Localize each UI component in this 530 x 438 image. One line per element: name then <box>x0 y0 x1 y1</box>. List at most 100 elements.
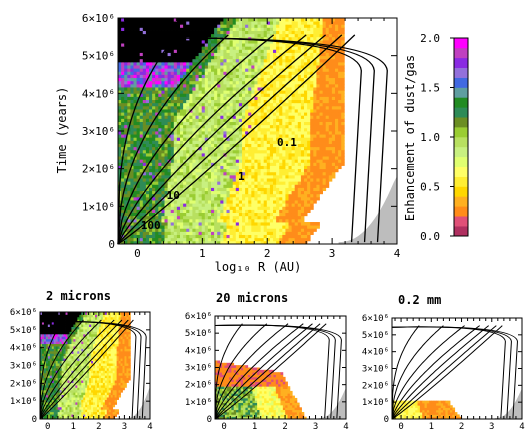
heatmap-cell <box>313 165 317 170</box>
heatmap-cell <box>238 143 243 148</box>
heatmap-cell <box>180 112 184 116</box>
heatmap-cell <box>149 21 153 25</box>
heatmap-cell <box>136 27 141 31</box>
heatmap-cell <box>248 134 252 138</box>
heatmap-cell <box>266 118 271 122</box>
heatmap-cell <box>242 143 246 148</box>
heatmap-cell <box>195 21 199 25</box>
heatmap-cell <box>242 102 246 107</box>
heatmap-cell <box>167 39 172 44</box>
heatmap-cell <box>235 33 240 38</box>
heatmap-cell <box>245 102 249 107</box>
heatmap-cell <box>335 52 339 57</box>
heatmap-cell <box>192 193 196 198</box>
heatmap-cell <box>195 87 199 91</box>
heatmap-cell <box>161 99 165 104</box>
heatmap-cell <box>338 118 342 122</box>
heatmap-cell <box>198 143 203 148</box>
heatmap-cell <box>285 149 289 154</box>
heatmap-cell <box>331 149 336 154</box>
heatmap-cell <box>121 118 125 122</box>
heatmap-cell <box>322 96 327 101</box>
heatmap-cell <box>223 93 227 97</box>
heatmap-cell <box>223 234 227 239</box>
heatmap-cell <box>331 68 336 72</box>
heatmap-cell <box>235 68 240 72</box>
heatmap-cell <box>285 61 289 66</box>
heatmap-cell <box>124 55 128 60</box>
heatmap-cell <box>217 39 221 44</box>
heatmap-cell <box>273 96 277 101</box>
heatmap-cell <box>133 209 137 214</box>
heatmap-cell <box>127 52 131 57</box>
heatmap-cell <box>142 218 147 223</box>
heatmap-cell <box>145 33 150 38</box>
heatmap-cell <box>288 171 292 176</box>
heatmap-cell <box>248 237 252 242</box>
heatmap-cell <box>180 49 184 53</box>
heatmap-cell <box>257 21 261 25</box>
heatmap-cell <box>183 212 187 217</box>
heatmap-cell <box>248 140 252 144</box>
heatmap-cell <box>260 159 265 163</box>
heatmap-cell <box>338 93 342 97</box>
heatmap-cell <box>288 102 292 107</box>
heatmap-cell <box>297 171 302 176</box>
heatmap-cell <box>164 181 168 185</box>
heatmap-cell <box>142 58 147 63</box>
heatmap-cell <box>338 146 342 151</box>
heatmap-cell <box>192 74 196 79</box>
heatmap-cell <box>189 237 193 242</box>
heatmap-cell <box>211 90 215 94</box>
heatmap-cell <box>235 102 240 107</box>
heatmap-cell <box>152 228 156 232</box>
heatmap-cell <box>136 118 141 122</box>
heatmap-cell <box>214 112 218 116</box>
heatmap-cell <box>176 190 181 195</box>
heatmap-cell <box>201 146 206 151</box>
heatmap-cell <box>310 131 314 135</box>
heatmap-cell <box>121 21 125 25</box>
heatmap-cell <box>310 55 314 60</box>
heatmap-cell <box>189 33 193 38</box>
heatmap-cell <box>192 234 196 239</box>
heatmap-cell <box>232 165 237 170</box>
heatmap-cell <box>142 174 147 179</box>
heatmap-cell <box>130 121 134 126</box>
heatmap-cell <box>149 77 153 82</box>
heatmap-cell <box>127 21 131 25</box>
heatmap-cell <box>214 168 218 173</box>
heatmap-cell <box>130 156 134 160</box>
heatmap-cell <box>238 222 243 226</box>
heatmap-cell <box>313 190 317 195</box>
heatmap-cell <box>136 68 141 72</box>
heatmap-cell <box>269 109 274 113</box>
heatmap-cell <box>198 146 203 151</box>
heatmap-cell <box>130 240 134 245</box>
heatmap-cell <box>164 212 168 217</box>
heatmap-cell <box>297 52 302 57</box>
heatmap-cell <box>207 171 212 176</box>
heatmap-cell <box>204 218 209 223</box>
heatmap-cell <box>335 146 339 151</box>
heatmap-cell <box>133 222 137 226</box>
heatmap-cell <box>186 118 190 122</box>
heatmap-cell <box>291 74 296 79</box>
heatmap-cell <box>158 228 162 232</box>
heatmap-cell <box>232 109 237 113</box>
heatmap-cell <box>133 134 137 138</box>
heatmap-cell <box>133 124 137 129</box>
heatmap-cell <box>167 231 172 235</box>
heatmap-cell <box>285 228 289 232</box>
heatmap-cell <box>294 30 299 35</box>
heatmap-cell <box>300 159 305 163</box>
heatmap-cell <box>118 99 122 104</box>
heatmap-cell <box>238 71 243 75</box>
heatmap-cell <box>152 74 156 79</box>
heatmap-cell <box>195 68 199 72</box>
heatmap-cell <box>300 196 305 201</box>
heatmap-cell <box>142 140 147 144</box>
heatmap-cell <box>173 115 178 119</box>
heatmap-cell <box>279 68 283 72</box>
heatmap-cell <box>251 159 255 163</box>
